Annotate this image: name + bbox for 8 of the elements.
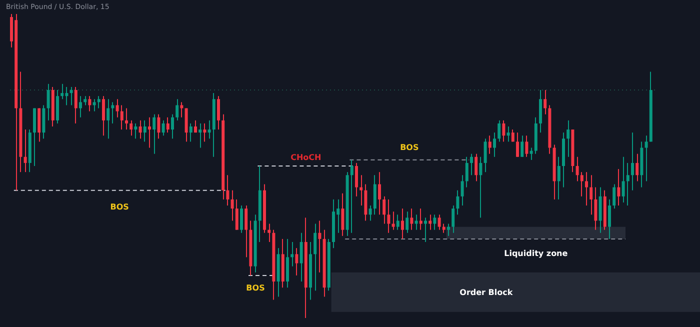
candlestick: [148, 117, 151, 148]
band-label: Order Block: [460, 288, 514, 298]
ref-line-label: BOS: [246, 283, 266, 292]
ref-line-label: CHoCH: [290, 153, 322, 162]
candlestick: [360, 175, 363, 206]
band-label: Liquidity zone: [504, 248, 568, 258]
ref-line-label: BOS: [110, 202, 130, 212]
ref-line-label: BOS: [400, 142, 419, 152]
